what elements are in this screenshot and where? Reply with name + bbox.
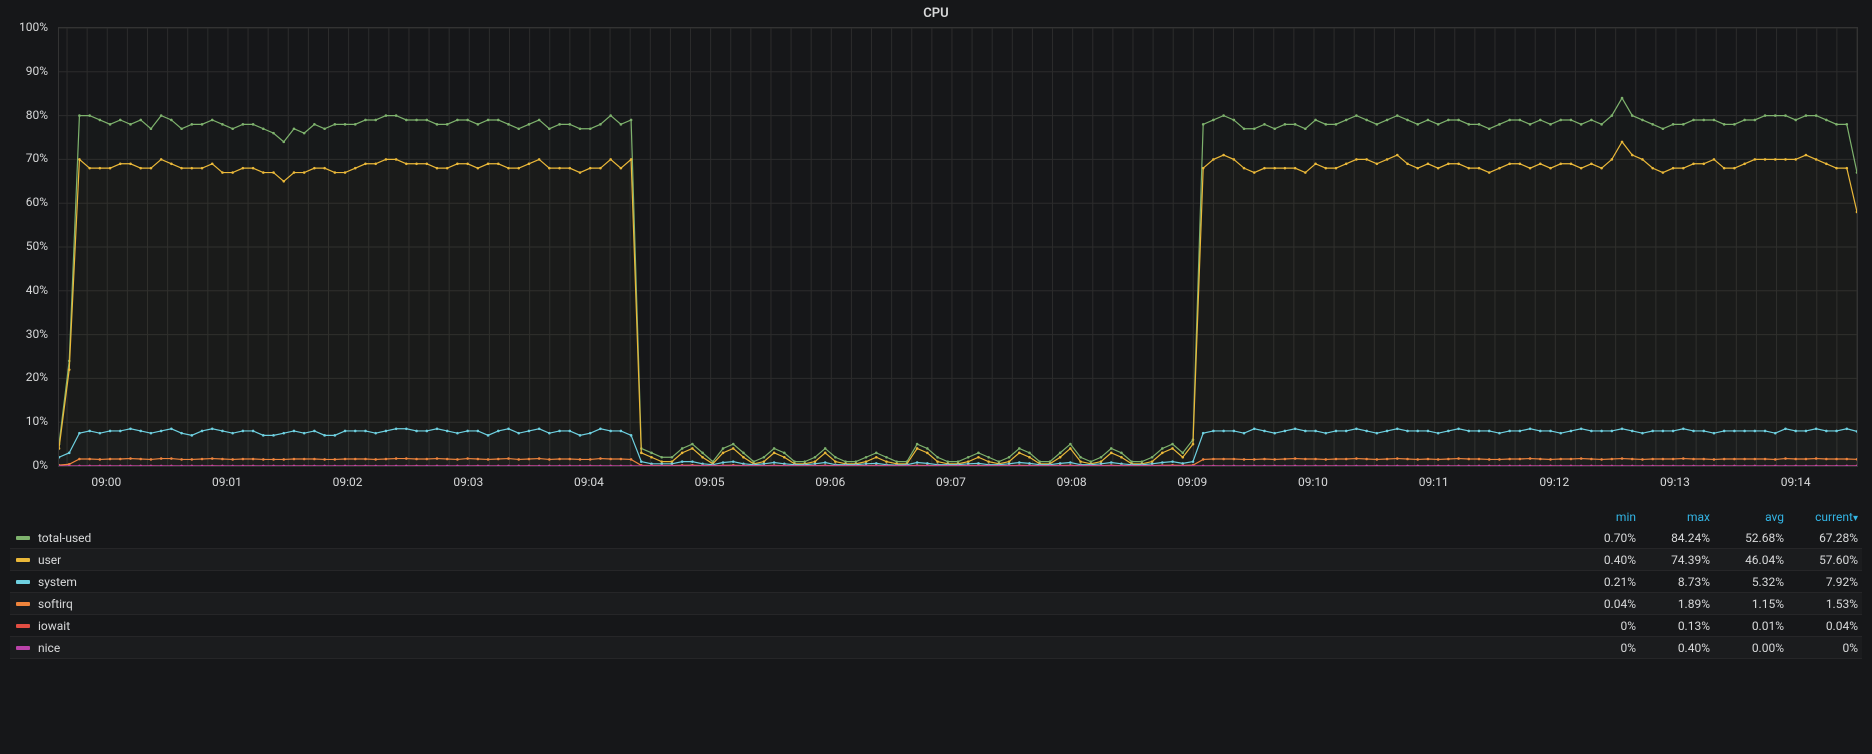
legend-val-min: 0.21% bbox=[1566, 575, 1640, 589]
legend-val-max: 1.89% bbox=[1640, 597, 1714, 611]
legend-val-current: 7.92% bbox=[1788, 575, 1862, 589]
x-tick-label: 09:14 bbox=[1781, 475, 1811, 489]
legend-val-avg: 0.01% bbox=[1714, 619, 1788, 633]
y-tick-label: 80% bbox=[26, 108, 48, 122]
legend-row[interactable]: softirq0.04%1.89%1.15%1.53% bbox=[10, 593, 1862, 615]
chart-area[interactable]: 0%10%20%30%40%50%60%70%80%90%100% 09:000… bbox=[10, 27, 1862, 499]
y-tick-label: 20% bbox=[26, 370, 48, 384]
legend-series-name: system bbox=[38, 575, 1566, 589]
y-tick-label: 50% bbox=[26, 239, 48, 253]
legend-row[interactable]: user0.40%74.39%46.04%57.60% bbox=[10, 549, 1862, 571]
x-tick-label: 09:06 bbox=[815, 475, 845, 489]
legend-val-min: 0% bbox=[1566, 619, 1640, 633]
legend-val-current: 67.28% bbox=[1788, 531, 1862, 545]
x-axis: 09:00 09:01 09:02 09:03 09:04 09:05 09:06 09:07… bbox=[58, 471, 1858, 499]
legend-val-min: 0.40% bbox=[1566, 553, 1640, 567]
cpu-panel: CPU 0% 10% 20% 30% 40% 50% 60% 70% 80% 90% 100% 09… bbox=[0, 0, 1872, 754]
y-tick-label: 40% bbox=[26, 283, 48, 297]
x-tick-label: 09:02 bbox=[333, 475, 363, 489]
y-tick-label: 100% bbox=[19, 20, 48, 34]
legend-col-current[interactable]: current▾ bbox=[1788, 510, 1862, 524]
y-tick-label: 70% bbox=[26, 151, 48, 165]
legend-col-min[interactable]: min bbox=[1566, 510, 1640, 524]
legend-val-current: 0.04% bbox=[1788, 619, 1862, 633]
legend-val-avg: 1.15% bbox=[1714, 597, 1788, 611]
legend-swatch bbox=[16, 558, 30, 562]
legend-val-min: 0.04% bbox=[1566, 597, 1640, 611]
legend-swatch bbox=[16, 646, 30, 650]
legend-val-max: 74.39% bbox=[1640, 553, 1714, 567]
legend-val-min: 0% bbox=[1566, 641, 1640, 655]
x-tick-label: 09:04 bbox=[574, 475, 604, 489]
legend-series-name: total-used bbox=[38, 531, 1566, 545]
panel-title: CPU bbox=[10, 4, 1862, 27]
legend-col-avg[interactable]: avg bbox=[1714, 510, 1788, 524]
legend-header: min max avg current▾ bbox=[10, 507, 1862, 527]
x-tick-label: 09:12 bbox=[1539, 475, 1569, 489]
legend-row[interactable]: nice0%0.40%0.00%0% bbox=[10, 637, 1862, 659]
legend-val-avg: 0.00% bbox=[1714, 641, 1788, 655]
x-tick-label: 09:11 bbox=[1419, 475, 1449, 489]
legend-val-max: 8.73% bbox=[1640, 575, 1714, 589]
x-tick-label: 09:07 bbox=[936, 475, 966, 489]
legend-val-max: 84.24% bbox=[1640, 531, 1714, 545]
legend: min max avg current▾ total-used0.70%84.2… bbox=[10, 507, 1862, 659]
legend-swatch bbox=[16, 602, 30, 606]
legend-series-name: softirq bbox=[38, 597, 1566, 611]
plot[interactable] bbox=[58, 27, 1858, 467]
legend-val-current: 0% bbox=[1788, 641, 1862, 655]
y-tick-label: 10% bbox=[26, 414, 48, 428]
legend-val-current: 1.53% bbox=[1788, 597, 1862, 611]
legend-val-avg: 46.04% bbox=[1714, 553, 1788, 567]
y-tick-label: 60% bbox=[26, 195, 48, 209]
legend-series-name: nice bbox=[38, 641, 1566, 655]
legend-val-avg: 52.68% bbox=[1714, 531, 1788, 545]
x-tick-label: 09:13 bbox=[1660, 475, 1690, 489]
sort-desc-icon: ▾ bbox=[1853, 513, 1858, 524]
legend-row[interactable]: iowait0%0.13%0.01%0.04% bbox=[10, 615, 1862, 637]
legend-swatch bbox=[16, 536, 30, 540]
y-axis: 0%10%20%30%40%50%60%70%80%90%100% bbox=[10, 27, 54, 499]
legend-val-current: 57.60% bbox=[1788, 553, 1862, 567]
legend-series-name: iowait bbox=[38, 619, 1566, 633]
legend-swatch bbox=[16, 624, 30, 628]
x-tick-label: 09:08 bbox=[1057, 475, 1087, 489]
x-tick-label: 09:03 bbox=[453, 475, 483, 489]
legend-val-max: 0.40% bbox=[1640, 641, 1714, 655]
x-tick-label: 09:05 bbox=[695, 475, 725, 489]
legend-swatch bbox=[16, 580, 30, 584]
legend-val-max: 0.13% bbox=[1640, 619, 1714, 633]
legend-col-max[interactable]: max bbox=[1640, 510, 1714, 524]
x-tick-label: 09:10 bbox=[1298, 475, 1328, 489]
y-tick-label: 90% bbox=[26, 64, 48, 78]
legend-row[interactable]: total-used0.70%84.24%52.68%67.28% bbox=[10, 527, 1862, 549]
x-tick-label: 09:09 bbox=[1177, 475, 1207, 489]
legend-val-min: 0.70% bbox=[1566, 531, 1640, 545]
legend-row[interactable]: system0.21%8.73%5.32%7.92% bbox=[10, 571, 1862, 593]
legend-val-avg: 5.32% bbox=[1714, 575, 1788, 589]
x-tick-label: 09:00 bbox=[91, 475, 121, 489]
legend-series-name: user bbox=[38, 553, 1566, 567]
y-tick-label: 0% bbox=[32, 458, 48, 472]
x-tick-label: 09:01 bbox=[212, 475, 242, 489]
y-tick-label: 30% bbox=[26, 327, 48, 341]
